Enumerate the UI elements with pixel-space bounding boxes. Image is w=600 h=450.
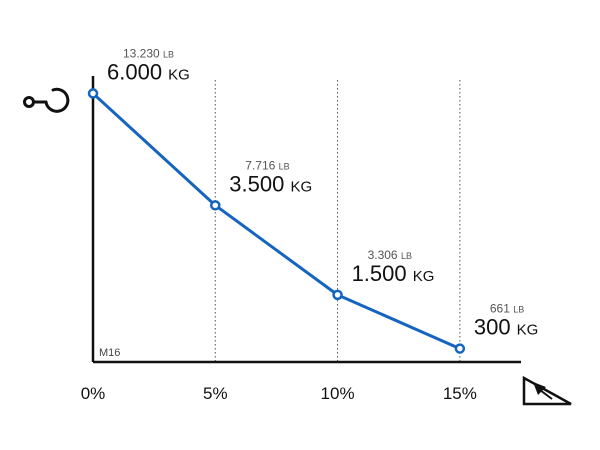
kg-label: 6.000 KG xyxy=(107,59,190,84)
kg-label: 1.500 KG xyxy=(352,261,435,286)
lb-value: 661 xyxy=(490,302,513,316)
data-point xyxy=(87,88,99,99)
kg-unit: KG xyxy=(413,268,435,285)
lb-unit: LB xyxy=(401,251,412,261)
lb-label: 3.306 LB xyxy=(368,248,412,262)
x-tick-labels: 0% 5% 10% 15% xyxy=(81,384,477,403)
model-label: M16 xyxy=(99,347,120,359)
x-tick-label: 10% xyxy=(321,384,355,403)
x-tick-label: 5% xyxy=(203,384,228,403)
kg-unit: KG xyxy=(290,178,312,195)
lb-value: 3.306 xyxy=(368,248,401,262)
x-tick-label: 0% xyxy=(81,384,106,403)
crane-hook-icon xyxy=(23,87,70,113)
slope-incline-icon xyxy=(522,375,572,406)
kg-unit: KG xyxy=(168,66,190,83)
lb-unit: LB xyxy=(513,305,524,315)
lb-unit: LB xyxy=(163,49,174,59)
data-point xyxy=(210,200,221,211)
kg-unit: KG xyxy=(517,322,539,339)
axes xyxy=(91,76,521,364)
lb-value: 13.230 xyxy=(123,46,163,60)
kg-label: 300 KG xyxy=(474,315,539,340)
series-layer xyxy=(87,88,466,354)
lb-unit: LB xyxy=(279,161,290,171)
data-point xyxy=(454,343,466,354)
lb-label: 7.716 LB xyxy=(245,158,289,172)
series-line xyxy=(91,92,461,350)
kg-label: 3.500 KG xyxy=(229,171,312,196)
kg-value: 6.000 xyxy=(107,59,168,84)
data-point xyxy=(332,289,343,301)
lb-label: 13.230 LB xyxy=(123,46,174,60)
kg-value: 1.500 xyxy=(352,261,413,286)
kg-value: 3.500 xyxy=(229,171,290,196)
x-tick-label: 15% xyxy=(443,384,477,403)
lb-value: 7.716 xyxy=(245,158,278,172)
lb-label: 661 LB xyxy=(490,302,524,316)
kg-value: 300 xyxy=(474,315,517,340)
grid-lines xyxy=(214,80,461,362)
